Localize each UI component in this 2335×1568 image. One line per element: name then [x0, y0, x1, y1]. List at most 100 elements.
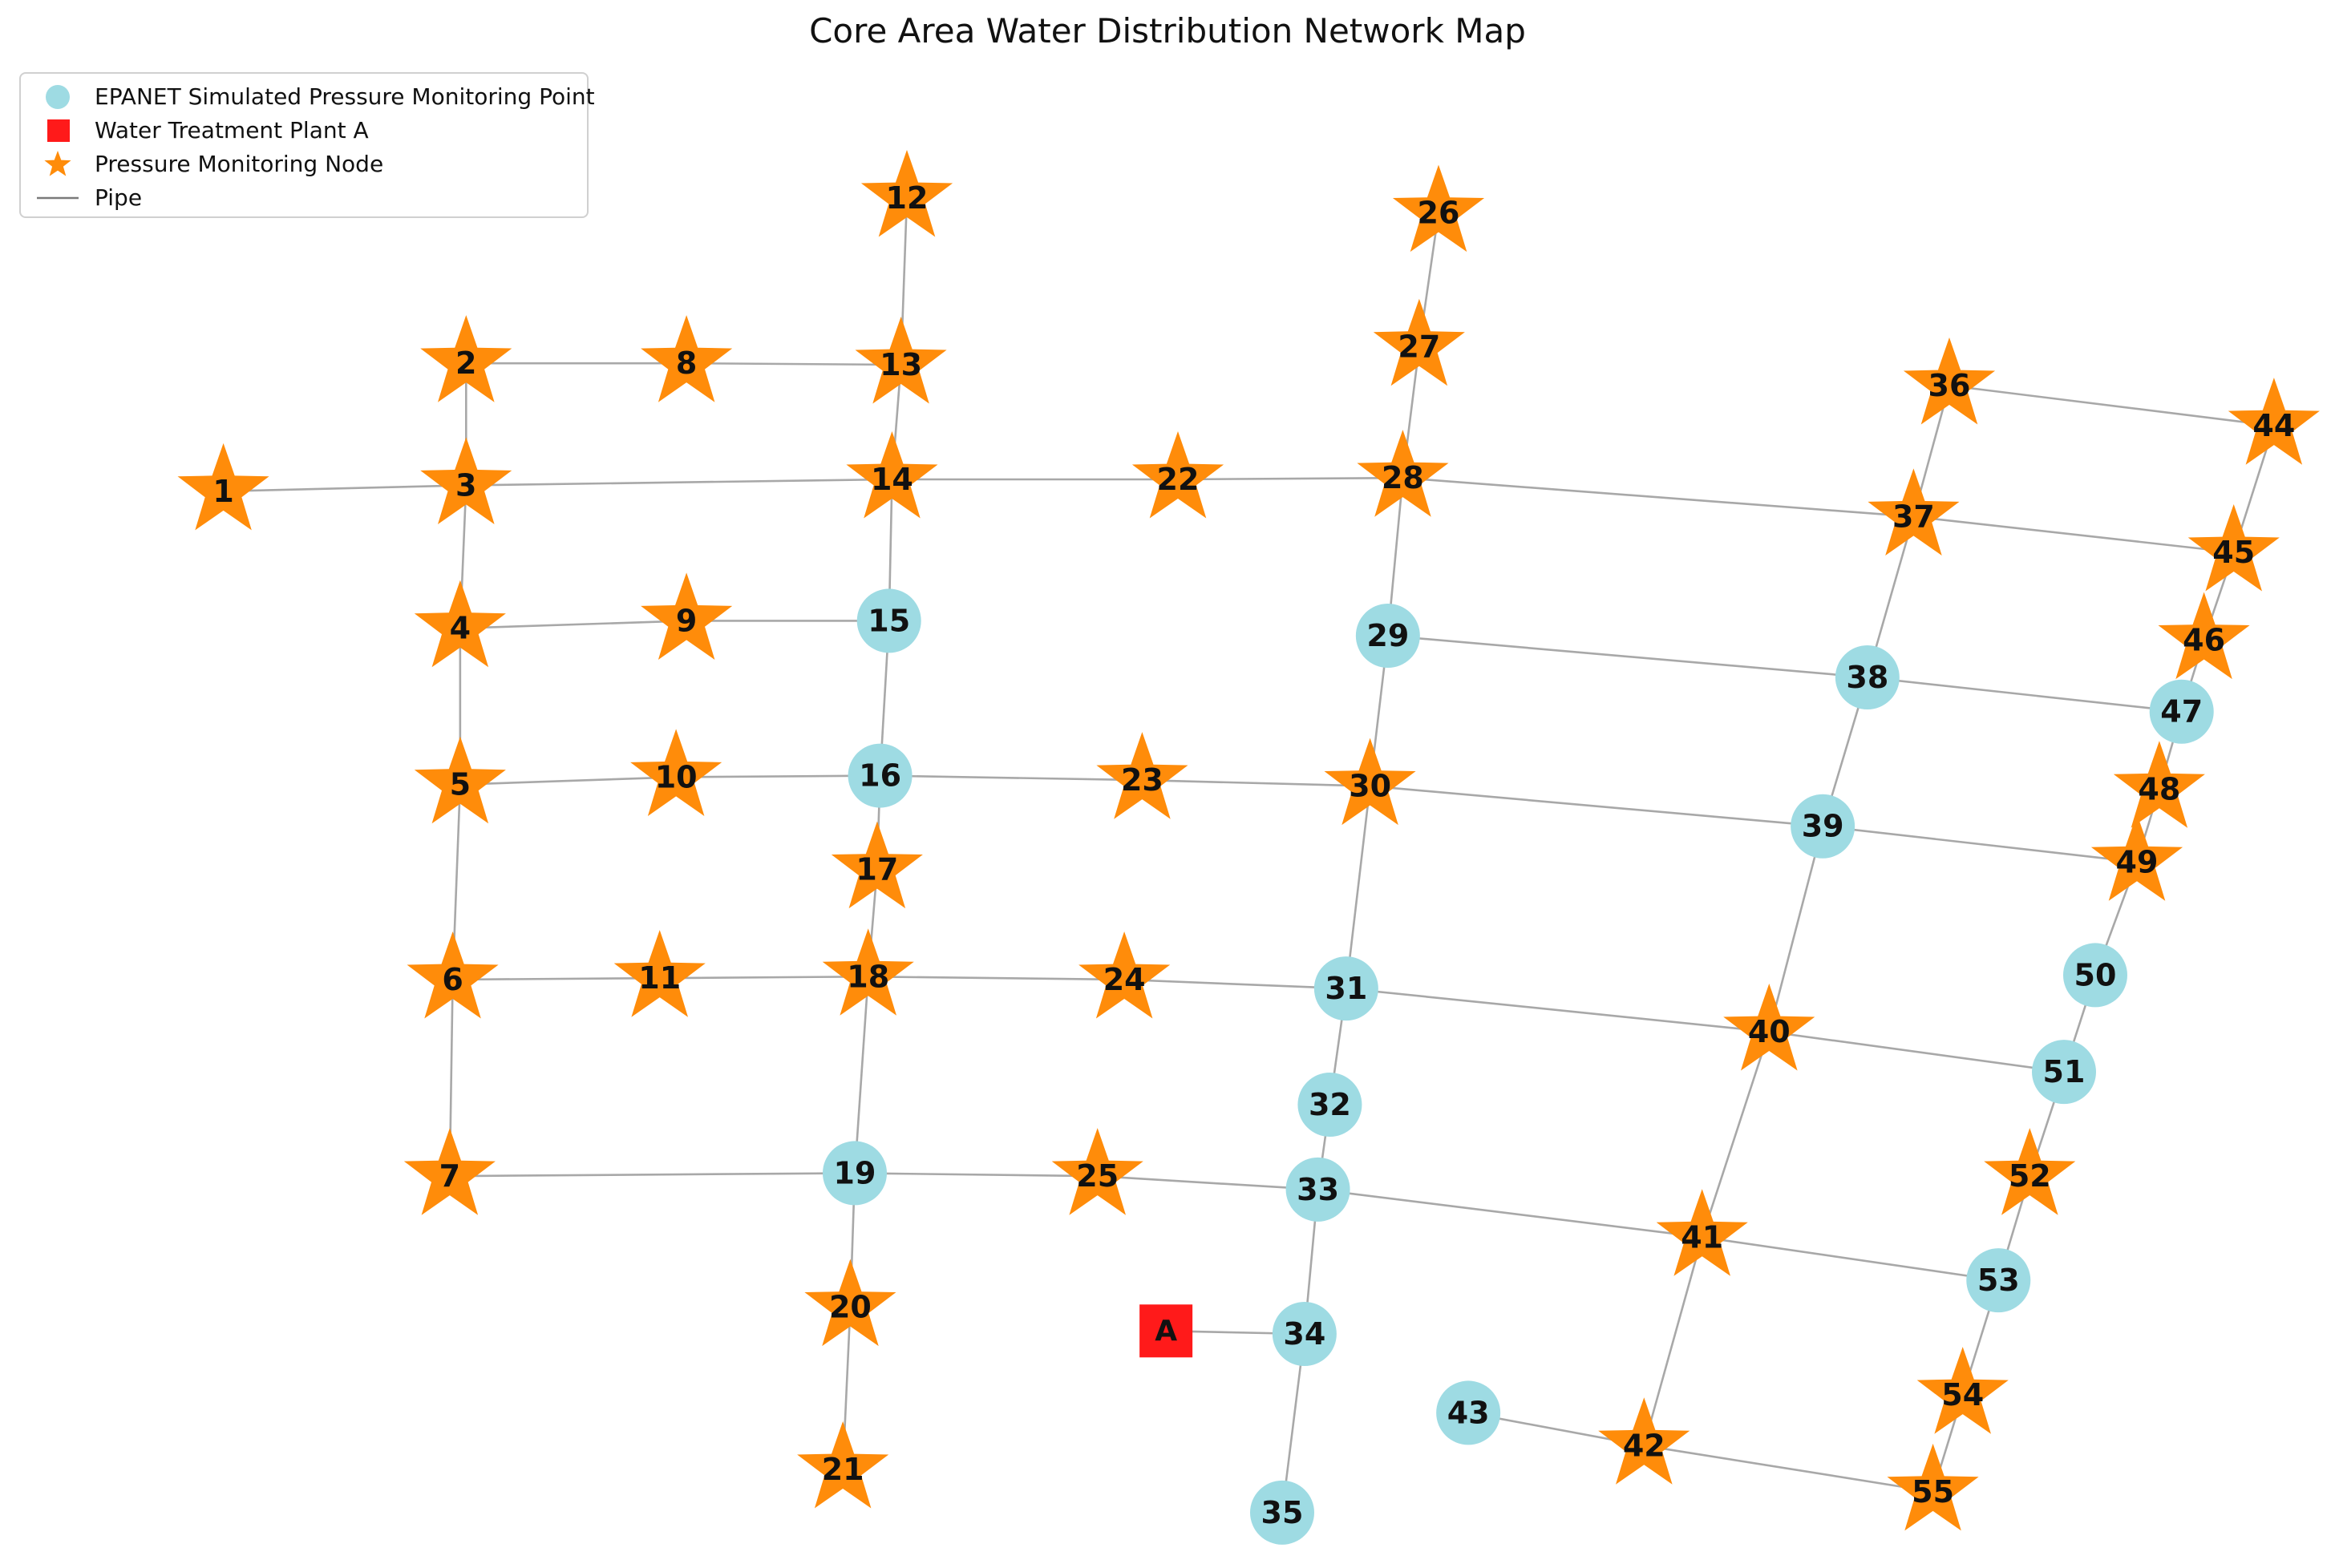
star-marker [414, 736, 506, 824]
pipe-7-19 [449, 1172, 856, 1178]
node-label: 42 [1623, 1428, 1665, 1463]
node-11: 11 [613, 930, 706, 1017]
node-label: 18 [847, 959, 889, 994]
pipe-41-42 [1643, 1236, 1703, 1446]
star-marker [2113, 741, 2205, 828]
node-39: 39 [1791, 794, 1855, 859]
pipe-42-55 [1644, 1445, 1933, 1493]
node-label: 13 [880, 347, 922, 382]
pipe-6-11 [452, 976, 660, 981]
node-52: 52 [1984, 1128, 2076, 1215]
star-marker [641, 572, 733, 660]
node-9: 9 [641, 572, 733, 660]
node-label: 8 [676, 346, 697, 381]
monitor-point-marker [1297, 1073, 1362, 1137]
nodes-layer: 1234567891011121314151617181920212223242… [177, 150, 2320, 1545]
star-marker [1373, 298, 1465, 386]
monitor-point-marker [1313, 956, 1378, 1021]
node-36: 36 [1903, 337, 1996, 425]
node-label: 26 [1418, 196, 1460, 231]
node-43: 43 [1436, 1380, 1501, 1445]
node-label: 6 [442, 962, 463, 997]
node-label: 27 [1398, 329, 1440, 365]
node-label: 22 [1157, 462, 1200, 497]
legend-label-plant: Water Treatment Plant A [95, 117, 369, 143]
node-4: 4 [414, 580, 506, 668]
plant-marker [1139, 1304, 1193, 1358]
monitor-point-marker [2149, 679, 2214, 744]
node-34: 34 [1272, 1302, 1337, 1366]
node-label: 41 [1681, 1219, 1723, 1255]
node-14: 14 [846, 431, 938, 519]
pipe-29-38 [1387, 634, 1868, 679]
node-label: 19 [834, 1155, 876, 1190]
node-label: 47 [2160, 694, 2203, 729]
node-1: 1 [177, 443, 269, 531]
node-37: 37 [1868, 468, 1960, 556]
node-label: 16 [859, 758, 901, 794]
monitor-point-marker [1436, 1380, 1501, 1445]
treatment-plant-icon [47, 119, 70, 142]
node-2: 2 [420, 315, 512, 402]
pipe-line-icon [37, 196, 79, 200]
node-16: 16 [848, 743, 913, 808]
star-marker [1096, 732, 1188, 819]
star-marker [831, 821, 923, 909]
node-38: 38 [1835, 645, 1900, 709]
star-marker [177, 443, 269, 531]
node-label: 43 [1447, 1395, 1490, 1430]
node-label: 2 [455, 346, 476, 381]
node-label: 5 [450, 767, 471, 802]
node-label: 48 [2138, 771, 2180, 806]
node-label: 23 [1121, 762, 1163, 798]
star-icon [44, 151, 71, 176]
node-20: 20 [804, 1259, 896, 1347]
node-8: 8 [641, 315, 733, 402]
monitor-point-marker [1285, 1157, 1350, 1222]
node-19: 19 [823, 1141, 887, 1206]
pipe-22-28 [1177, 476, 1403, 481]
pipe-19-25 [854, 1172, 1098, 1178]
pipe-10-16 [676, 774, 880, 778]
monitor-point-marker [2032, 1040, 2096, 1105]
monitor-point-marker [823, 1141, 887, 1206]
pipe-31-40 [1346, 987, 1770, 1033]
star-marker [613, 930, 706, 1017]
node-44: 44 [2228, 378, 2320, 465]
node-label: 10 [655, 759, 698, 794]
monitor-point-marker [1250, 1480, 1314, 1545]
node-49: 49 [2090, 814, 2183, 901]
node-label: 46 [2183, 623, 2225, 658]
legend-item-monitor: EPANET Simulated Pressure Monitoring Poi… [21, 80, 595, 114]
pipes-layer [223, 197, 2276, 1513]
pipe-25-33 [1097, 1174, 1318, 1191]
monitor-point-marker [856, 588, 921, 653]
star-marker [407, 932, 499, 1019]
pipe-39-49 [1822, 825, 2138, 863]
node-31: 31 [1313, 956, 1378, 1021]
map-title: Core Area Water Distribution Network Map [809, 11, 1526, 51]
node-28: 28 [1357, 430, 1449, 517]
star-marker [855, 317, 947, 404]
monitor-point-marker [1791, 794, 1855, 859]
star-marker [1868, 468, 1960, 556]
star-marker [2228, 378, 2320, 465]
node-label: 24 [1103, 962, 1146, 997]
star-marker [641, 315, 733, 402]
star-marker [1598, 1397, 1690, 1485]
pipe-41-53 [1702, 1235, 1999, 1282]
star-marker [1051, 1128, 1143, 1215]
node-label: 53 [1977, 1263, 2020, 1298]
monitor-point-marker [1272, 1302, 1337, 1366]
node-label: 51 [2043, 1054, 2086, 1089]
node-48: 48 [2113, 741, 2205, 828]
node-label: 54 [1941, 1377, 1984, 1412]
pipe-37-45 [1913, 515, 2234, 554]
node-label: 9 [676, 603, 697, 638]
monitor-point-icon [46, 85, 70, 109]
node-46: 46 [2158, 592, 2250, 680]
pipe-38-47 [1867, 676, 2182, 713]
legend-item-star: Pressure Monitoring Node [21, 148, 587, 181]
node-label: 34 [1283, 1316, 1325, 1352]
